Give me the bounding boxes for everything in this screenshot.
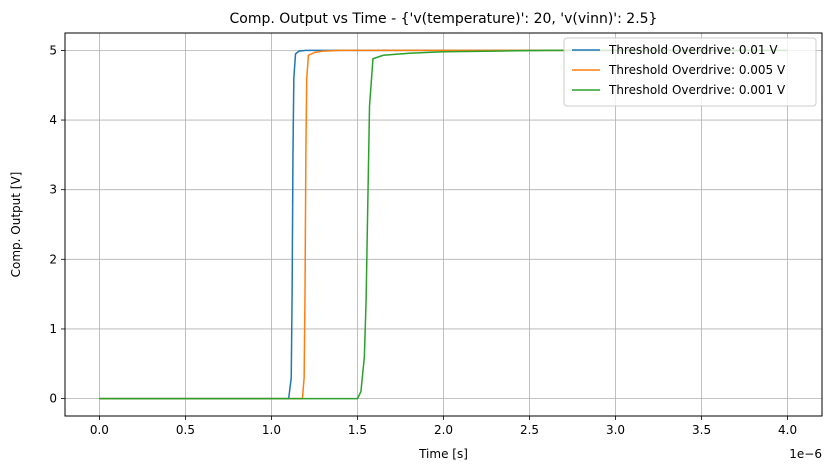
y-axis-ticks: 0 1 2 3 4 5 <box>49 43 65 406</box>
x-tick-label: 1.0 <box>262 423 281 437</box>
legend-box <box>563 37 817 107</box>
y-axis-label: Comp. Output [V] <box>9 172 23 278</box>
x-axis-label: Time [s] <box>418 447 468 461</box>
x-tick-label: 0.0 <box>90 423 109 437</box>
y-tick-label: 0 <box>49 392 57 406</box>
y-tick-label: 1 <box>49 322 57 336</box>
y-tick-label: 2 <box>49 252 57 266</box>
x-tick-label: 3.0 <box>606 423 625 437</box>
legend: Threshold Overdrive: 0.01 V Threshold Ove… <box>563 37 817 107</box>
x-tick-label: 2.5 <box>520 423 539 437</box>
x-tick-label: 4.0 <box>778 423 797 437</box>
x-tick-label: 2.0 <box>434 423 453 437</box>
x-axis-offset-label: 1e−6 <box>789 447 822 461</box>
y-tick-label: 5 <box>49 43 57 57</box>
x-tick-label: 3.5 <box>692 423 711 437</box>
x-tick-label: 1.5 <box>348 423 367 437</box>
legend-label: Threshold Overdrive: 0.005 V <box>608 63 786 77</box>
chart-title: Comp. Output vs Time - {'v(temperature)'… <box>230 11 658 27</box>
series-line-1 <box>99 49 788 400</box>
x-tick-label: 0.5 <box>176 423 195 437</box>
y-tick-label: 4 <box>49 113 57 127</box>
legend-label: Threshold Overdrive: 0.001 V <box>608 83 786 97</box>
x-axis-ticks: 0.0 0.5 1.0 1.5 2.0 2.5 3.0 3.5 4.0 <box>90 416 797 437</box>
legend-label: Threshold Overdrive: 0.01 V <box>608 43 778 57</box>
y-tick-label: 3 <box>49 183 57 197</box>
